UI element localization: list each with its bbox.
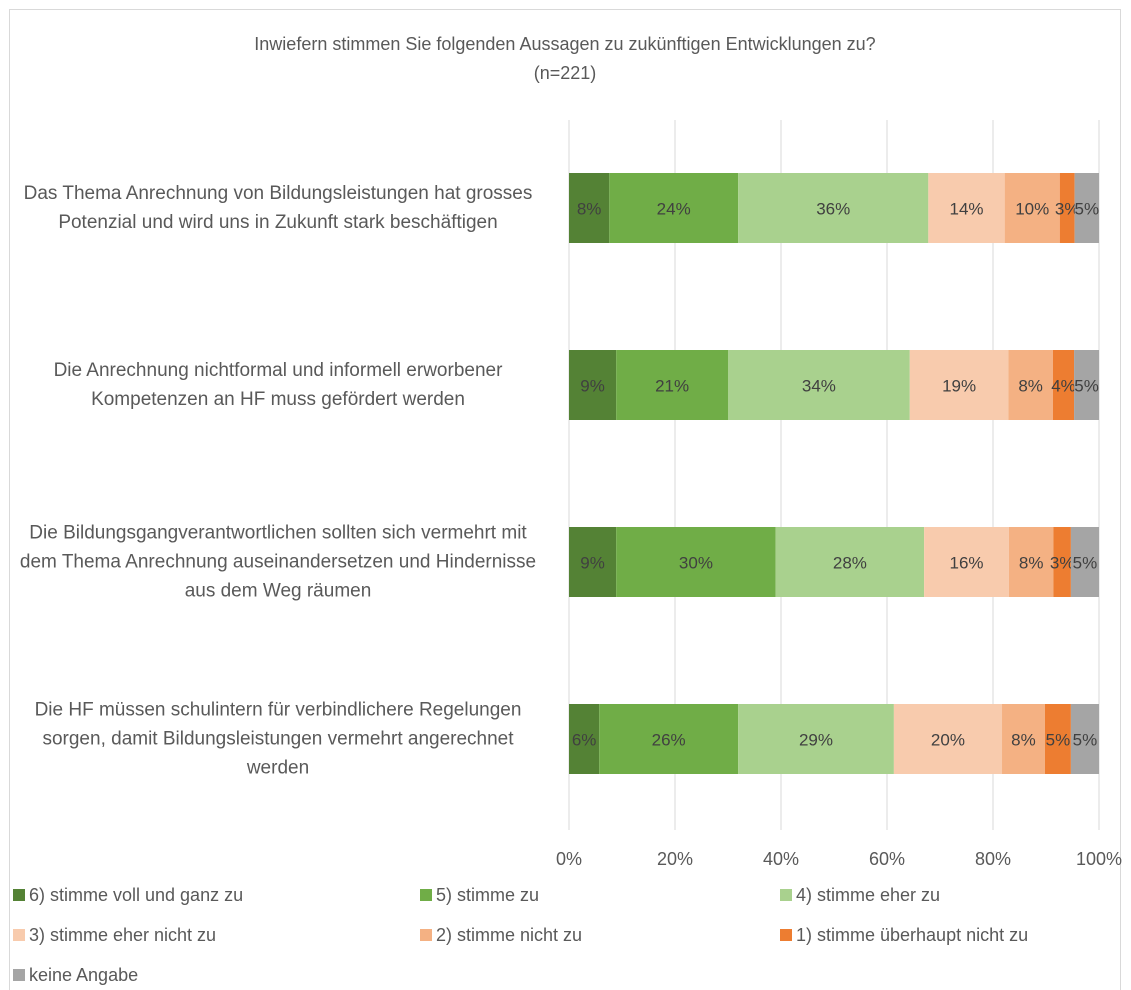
bar-segment	[1059, 173, 1075, 243]
data-label: 26%	[652, 730, 686, 749]
data-label: 10%	[1015, 199, 1049, 218]
category-label: Das Thema Anrechnung von Bildungsleistun…	[23, 183, 533, 233]
data-label: 5%	[1075, 199, 1100, 218]
bar-segment	[569, 704, 600, 774]
legend-swatch	[420, 929, 432, 941]
legend-swatch	[13, 929, 25, 941]
bar-segment	[928, 173, 1005, 243]
data-label: 21%	[655, 376, 689, 395]
bar-segment	[1008, 527, 1054, 597]
x-tick-label: 80%	[975, 849, 1011, 869]
category-label: Die HF müssen schulintern für verbindlic…	[34, 699, 522, 779]
bar-segment	[1070, 527, 1099, 597]
legend-swatch	[420, 889, 432, 901]
data-label: 5%	[1073, 730, 1098, 749]
bar-segment	[775, 527, 925, 597]
bar-segment	[569, 350, 617, 420]
data-label: 3%	[1050, 553, 1075, 572]
bar-segment	[616, 350, 728, 420]
bar-segment	[924, 527, 1009, 597]
legend-swatch	[13, 889, 25, 901]
data-label: 34%	[802, 376, 836, 395]
data-label: 6%	[572, 730, 597, 749]
legend-label: keine Angabe	[29, 965, 138, 985]
legend-label: 2) stimme nicht zu	[436, 925, 582, 945]
data-label: 4%	[1051, 376, 1076, 395]
data-label: 36%	[816, 199, 850, 218]
x-tick-label: 60%	[869, 849, 905, 869]
bar-segment	[1070, 704, 1099, 774]
bar-segment	[569, 173, 610, 243]
chart-title: Inwiefern stimmen Sie folgenden Aussagen…	[254, 34, 875, 54]
legend-label: 5) stimme zu	[436, 885, 539, 905]
x-tick-label: 0%	[556, 849, 582, 869]
bar-segment	[728, 350, 910, 420]
chart-subtitle: (n=221)	[534, 63, 597, 83]
x-tick-label: 100%	[1076, 849, 1122, 869]
data-label: 8%	[1019, 553, 1044, 572]
legend-swatch	[13, 969, 25, 981]
bar-segment	[909, 350, 1009, 420]
bar-segment	[599, 704, 739, 774]
data-label: 8%	[577, 199, 602, 218]
bar-segment	[1044, 704, 1071, 774]
data-label: 28%	[833, 553, 867, 572]
data-label: 8%	[1011, 730, 1036, 749]
data-label: 3%	[1055, 199, 1080, 218]
bar-segment	[1053, 527, 1071, 597]
data-label: 9%	[580, 553, 605, 572]
bar-segment	[738, 173, 929, 243]
bar-segment	[893, 704, 1003, 774]
bar-segment	[1008, 350, 1053, 420]
category-label: Die Anrechnung nichtformal und informell…	[53, 360, 503, 410]
data-label: 19%	[942, 376, 976, 395]
bar-segment	[1074, 173, 1099, 243]
data-label: 8%	[1018, 376, 1043, 395]
data-label: 29%	[799, 730, 833, 749]
data-label: 9%	[580, 376, 605, 395]
bar-segment	[569, 527, 617, 597]
bar-segment	[1052, 350, 1075, 420]
bar-segment	[616, 527, 776, 597]
legend-swatch	[780, 929, 792, 941]
data-label: 16%	[949, 553, 983, 572]
data-label: 5%	[1073, 553, 1098, 572]
legend-label: 6) stimme voll und ganz zu	[29, 885, 243, 905]
bar-segment	[609, 173, 739, 243]
data-label: 24%	[657, 199, 691, 218]
bar-segment	[1004, 173, 1060, 243]
chart-border	[9, 9, 1121, 990]
data-label: 30%	[679, 553, 713, 572]
x-tick-label: 40%	[763, 849, 799, 869]
legend-label: 3) stimme eher nicht zu	[29, 925, 216, 945]
bar-segment	[1002, 704, 1045, 774]
legend-label: 4) stimme eher zu	[796, 885, 940, 905]
data-label: 5%	[1074, 376, 1099, 395]
legend-label: 1) stimme überhaupt nicht zu	[796, 925, 1028, 945]
bar-segment	[738, 704, 894, 774]
legend-swatch	[780, 889, 792, 901]
bar-segment	[1074, 350, 1099, 420]
data-label: 5%	[1046, 730, 1071, 749]
category-label: Die Bildungsgangverantwortlichen sollten…	[19, 522, 537, 602]
data-label: 20%	[931, 730, 965, 749]
data-label: 14%	[949, 199, 983, 218]
x-tick-label: 20%	[657, 849, 693, 869]
